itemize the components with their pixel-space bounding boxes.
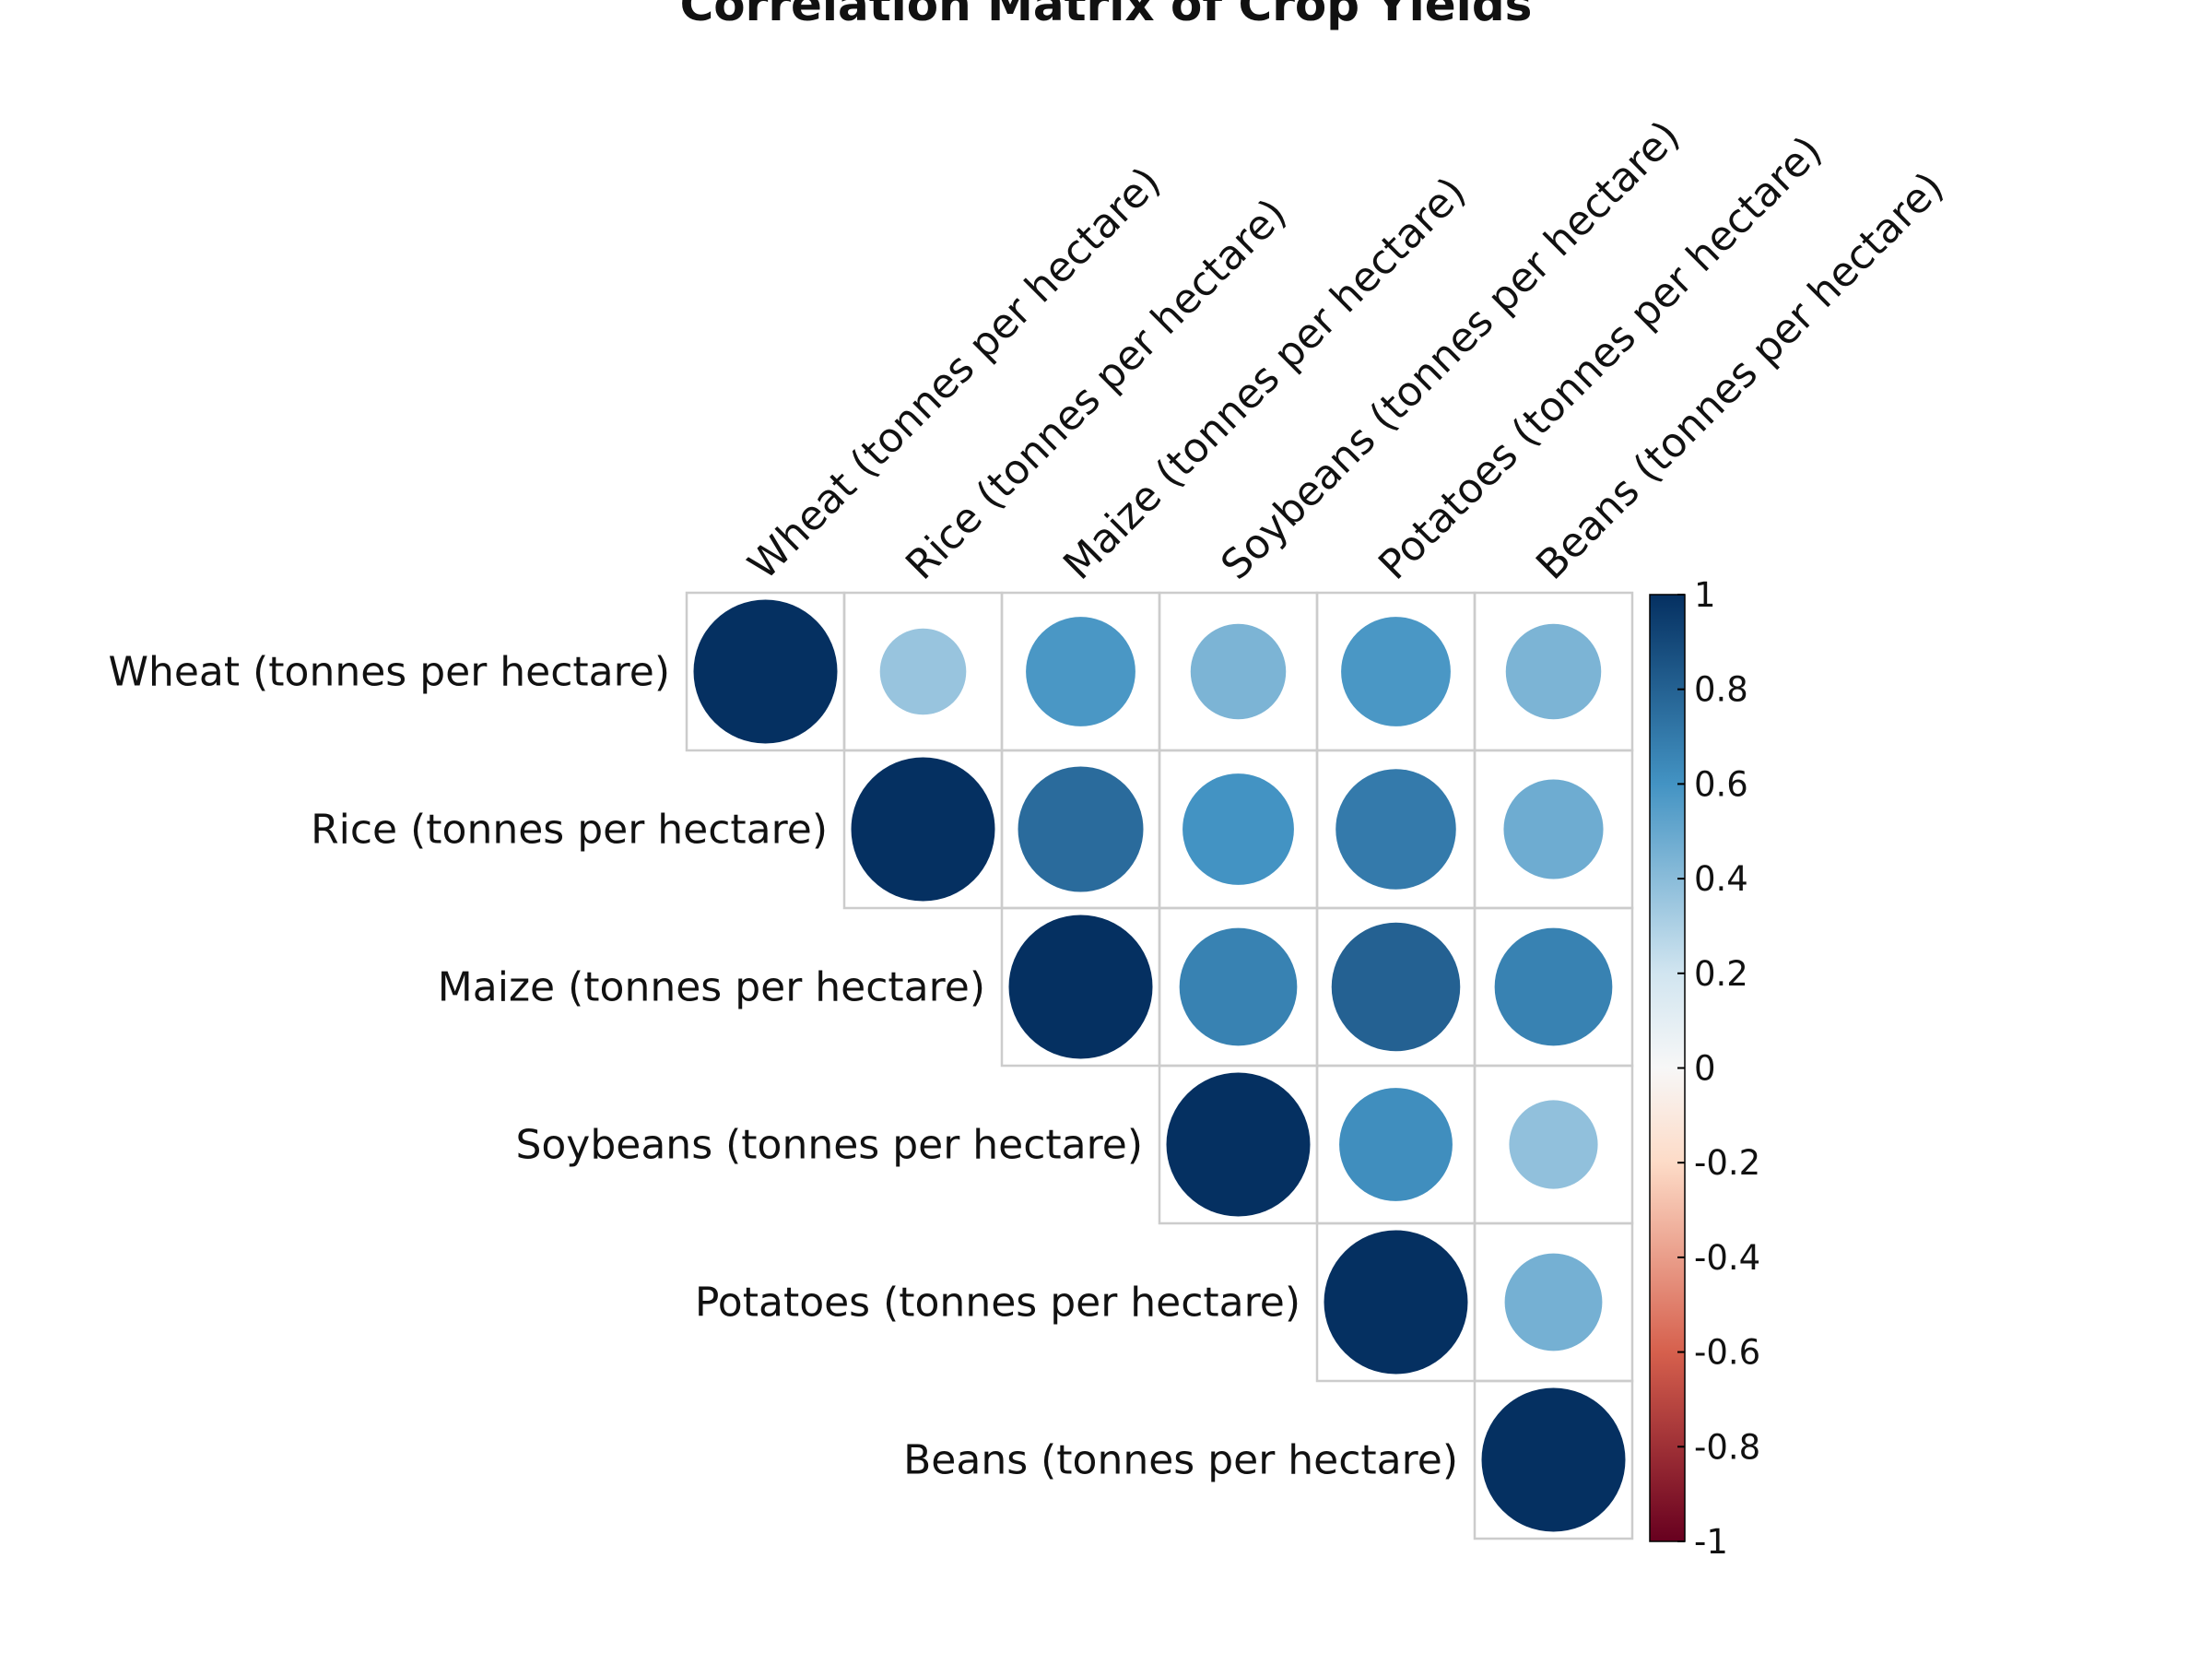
- colorbar-tick-label: -0.6: [1694, 1333, 1760, 1373]
- correlation-circle-2-3: [1179, 927, 1298, 1046]
- correlation-circle-4-5: [1504, 1253, 1603, 1351]
- correlation-circle-1-2: [1018, 766, 1144, 892]
- correlation-circle-2-2: [1008, 915, 1153, 1059]
- correlation-circle-2-4: [1331, 922, 1461, 1052]
- correlation-circle-1-5: [1503, 779, 1604, 879]
- correlation-circle-0-4: [1341, 617, 1451, 726]
- colorbar-tick-label: 0.8: [1694, 670, 1748, 710]
- correlation-circle-0-5: [1505, 623, 1602, 720]
- grid-layer: [685, 591, 1634, 1540]
- colorbar-tick-label: 1: [1694, 575, 1716, 615]
- correlation-circle-1-1: [851, 757, 995, 902]
- correlation-circle-3-3: [1166, 1072, 1311, 1217]
- correlation-circle-2-5: [1494, 927, 1613, 1046]
- row-label: Maize (tonnes per hectare): [438, 964, 985, 1011]
- colorbar: 1 0.8 0.6 0.4 0.2 0 -0.2 -0.4 -0.6 -0.8 -1: [1649, 575, 1760, 1562]
- row-label: Soybeans (tonnes per hectare): [515, 1122, 1143, 1169]
- correlation-circle-0-1: [879, 628, 967, 715]
- colorbar-tick-label: -0.8: [1694, 1427, 1760, 1467]
- colorbar-tick-label: 0: [1694, 1049, 1716, 1089]
- correlation-circle-1-4: [1335, 769, 1456, 890]
- correlation-circle-1-3: [1182, 773, 1294, 885]
- correlation-circle-3-4: [1339, 1088, 1453, 1201]
- row-labels: Wheat (tonnes per hectare) Rice (tonnes p…: [108, 649, 1458, 1484]
- correlation-circle-0-3: [1190, 623, 1287, 720]
- circle-layer: [693, 599, 1626, 1532]
- grid-cell: [1473, 1379, 1634, 1540]
- colorbar-tick-label: 0.2: [1694, 954, 1748, 994]
- colorbar-tick-label: 0.6: [1694, 764, 1748, 804]
- colorbar-tick-label: -0.2: [1694, 1143, 1760, 1183]
- row-label: Potatoes (tonnes per hectare): [695, 1280, 1300, 1327]
- correlation-circle-3-5: [1509, 1100, 1598, 1189]
- column-labels: Wheat (tonnes per hectare)Rice (tonnes p…: [739, 112, 1953, 588]
- correlation-circle-0-2: [1026, 617, 1135, 726]
- correlation-circle-4-4: [1324, 1230, 1468, 1375]
- row-label: Wheat (tonnes per hectare): [108, 649, 670, 696]
- chart-title: Correlation Matrix of Crop Yields: [680, 0, 1533, 31]
- row-label: Rice (tonnes per hectare): [311, 807, 828, 854]
- correlation-circle-5-5: [1481, 1387, 1626, 1532]
- colorbar-tick-label: -0.4: [1694, 1238, 1760, 1278]
- row-label: Beans (tonnes per hectare): [903, 1437, 1458, 1484]
- colorbar-tick-label: 0.4: [1694, 859, 1748, 899]
- correlation-circle-0-0: [693, 599, 838, 744]
- colorbar-tick-label: -1: [1694, 1522, 1728, 1562]
